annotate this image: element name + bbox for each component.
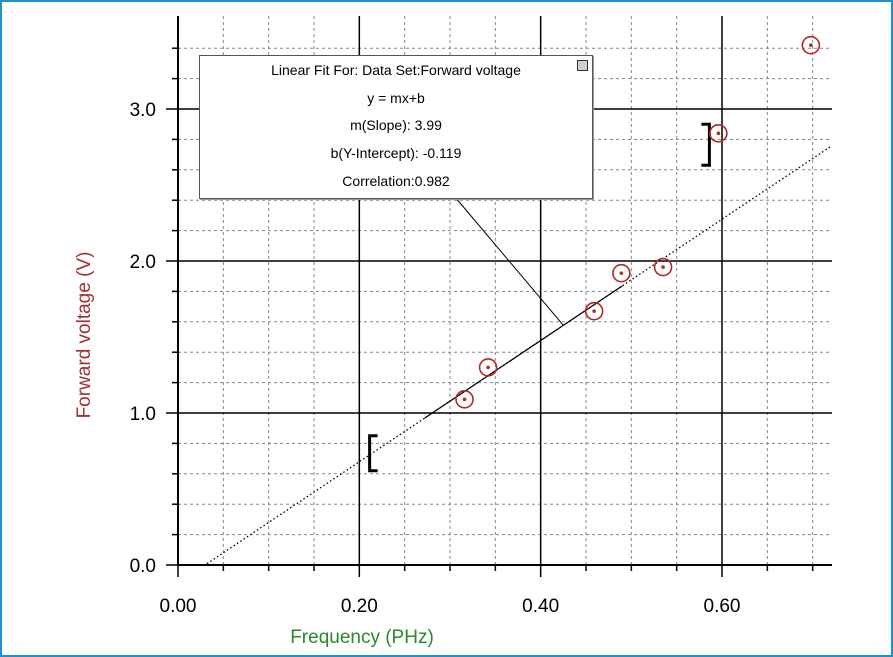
fit-correlation: Correlation:0.982 [342,173,450,189]
data-point-center [661,265,665,269]
x-tick-label: 0.00 [160,596,197,617]
fit-equation: y = mx+b [367,90,425,106]
y-tick-label: 1.0 [130,404,156,425]
data-point [653,257,673,277]
axes [166,16,832,577]
fit-line-dotted [206,145,832,565]
fit-intercept: b(Y-Intercept): -0.119 [330,145,462,161]
data-point [709,124,728,143]
fit-line-solid [424,285,623,419]
left-range-bracket [368,434,378,473]
x-axis-title: Frequency (PHz) [290,627,434,648]
y-tick-label: 3.0 [130,100,156,121]
data-point [455,390,474,409]
data-point [612,263,631,283]
fit-slope: m(Slope): 3.99 [350,117,442,133]
right-range-bracket [701,122,711,167]
data-point [584,301,604,321]
data-point-center [619,271,624,275]
close-icon[interactable] [577,60,588,71]
data-points [455,35,821,409]
fit-line-layer [206,122,832,565]
data-point-center [462,397,467,402]
x-tick-label: 0.20 [341,596,378,617]
tick-labels: 0.00 0.20 0.40 0.60 0.0 1.0 2.0 3.0 [130,100,741,617]
fit-box-title: Linear Fit For: Data Set:Forward voltage [271,62,521,78]
data-point-center [486,365,490,370]
linear-fit-box[interactable]: Linear Fit For: Data Set:Forward voltage… [199,55,593,199]
data-point-center [809,43,813,47]
y-tick-label: 2.0 [130,252,156,273]
data-point [478,358,498,377]
data-point [801,35,821,55]
x-tick-label: 0.40 [522,596,559,617]
fit-box-leader-line [454,196,564,326]
data-point-center [592,309,596,313]
data-point-center [716,131,721,136]
y-axis-title: Forward voltage (V) [74,252,95,419]
x-tick-label: 0.60 [704,596,741,617]
y-tick-label: 0.0 [130,556,156,577]
